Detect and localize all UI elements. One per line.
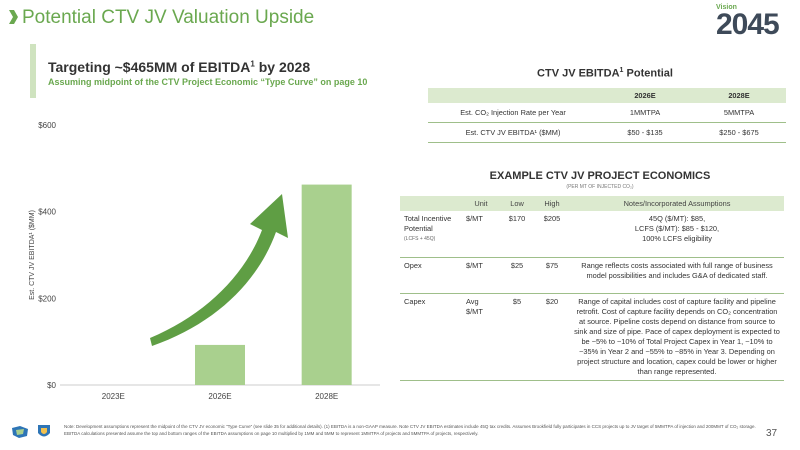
table-row: Est. CTV JV EBITDA¹ ($MM) $50 - $135 $25…: [428, 122, 786, 143]
ebitda-bar-chart: $0 $200 $400 $600 Est. CTV JV EBITDA¹ ($MM) 2…: [29, 121, 380, 401]
y-tick-label: $400: [38, 208, 56, 217]
shield-icon: [38, 425, 50, 437]
ebitda-title-main: CTV JV EBITDA: [537, 67, 620, 80]
logo-small-text: Vision: [716, 4, 737, 11]
row-value: 5MMTPA: [692, 103, 786, 123]
row-label-cell: Total Incentive Potential (LCFS + 45Q): [400, 211, 462, 258]
table-header-row: Unit Low High Notes/Incorporated Assumpt…: [400, 196, 784, 211]
row-label: Capex: [400, 293, 462, 381]
row-high: $75: [534, 257, 570, 294]
ebitda-title-end: Potential: [623, 67, 673, 80]
economics-subtitle: (PER MT OF INJECTED CO₂): [566, 184, 634, 190]
accent-bar: [30, 44, 36, 98]
x-tick-label: 2023E: [102, 392, 125, 401]
table-row: Capex Avg $/MT $5 $20 Range of capital i…: [400, 293, 784, 381]
headline-sup: 1: [250, 59, 255, 69]
vision-2045-logo: Vision 2045: [716, 4, 792, 41]
row-low: $170: [500, 211, 534, 258]
row-notes: 45Q ($/MT): $85, LCFS ($/MT): $85 - $120…: [570, 211, 784, 258]
row-low: $5: [500, 293, 534, 381]
table-header-row: 2026E 2028E: [428, 88, 786, 103]
ebitda-title-sup: 1: [619, 67, 624, 74]
header-cell: 2028E: [692, 88, 786, 103]
bar: [301, 184, 352, 385]
headline: Targeting ~$465MM of EBITDA1 by 2028: [48, 59, 310, 75]
row-unit: $/MT: [462, 257, 500, 294]
x-tick-label: 2026E: [208, 392, 231, 401]
table-row: Opex $/MT $25 $75 Range reflects costs a…: [400, 257, 784, 294]
row-label: Opex: [400, 257, 462, 294]
economics-table: Unit Low High Notes/Incorporated Assumpt…: [400, 196, 784, 381]
row-label: Est. CO₂ Injection Rate per Year: [428, 103, 598, 123]
page-number: 37: [766, 428, 778, 439]
row-unit: $/MT: [462, 211, 500, 258]
row-high: $205: [534, 211, 570, 258]
table-row: Total Incentive Potential (LCFS + 45Q) $…: [400, 211, 784, 258]
header-cell: High: [534, 196, 570, 211]
row-label: Total Incentive Potential: [404, 214, 452, 233]
header-cell: 2026E: [598, 88, 692, 103]
row-label-sub: (LCFS + 45Q): [404, 236, 436, 242]
header-cell: Low: [500, 196, 534, 211]
x-tick-label: 2028E: [315, 392, 338, 401]
row-label: Est. CTV JV EBITDA¹ ($MM): [428, 122, 598, 143]
row-notes: Range of capital includes cost of captur…: [570, 293, 784, 381]
row-unit: Avg $/MT: [462, 293, 500, 381]
page-title: Potential CTV JV Valuation Upside: [22, 7, 315, 28]
header-cell: [400, 196, 462, 211]
header-cell: Notes/Incorporated Assumptions: [570, 196, 784, 211]
row-low: $25: [500, 257, 534, 294]
row-value: $50 - $135: [598, 122, 692, 143]
headline-sub: Assuming midpoint of the CTV Project Eco…: [48, 77, 368, 87]
bar: [195, 344, 245, 385]
footer-logos: [12, 425, 50, 438]
row-notes: Range reflects costs associated with ful…: [570, 257, 784, 294]
header-cell: [428, 88, 598, 103]
headline-end: by 2028: [254, 59, 311, 75]
y-tick-label: $200: [38, 294, 56, 303]
title-chevron-icon: [9, 10, 18, 24]
y-tick-label: $0: [47, 381, 56, 390]
headline-main: Targeting ~$465MM of EBITDA: [48, 59, 251, 75]
table-row: Est. CO₂ Injection Rate per Year 1MMTPA …: [428, 103, 786, 123]
map-icon: [12, 426, 28, 438]
logo-number: 2045: [716, 8, 780, 41]
ebitda-potential-title: CTV JV EBITDA1 Potential: [470, 67, 740, 80]
economics-title: EXAMPLE CTV JV PROJECT ECONOMICS: [489, 170, 711, 182]
row-high: $20: [534, 293, 570, 381]
y-axis-label: Est. CTV JV EBITDA¹ ($MM): [29, 210, 36, 300]
header-cell: Unit: [462, 196, 500, 211]
y-tick-label: $600: [38, 121, 56, 130]
row-value: $250 - $675: [692, 122, 786, 143]
growth-arrow-icon: [150, 194, 288, 346]
row-value: 1MMTPA: [598, 103, 692, 123]
ebitda-potential-table: 2026E 2028E Est. CO₂ Injection Rate per …: [428, 88, 786, 143]
footnote: Note: Development assumptions represent …: [64, 424, 756, 436]
